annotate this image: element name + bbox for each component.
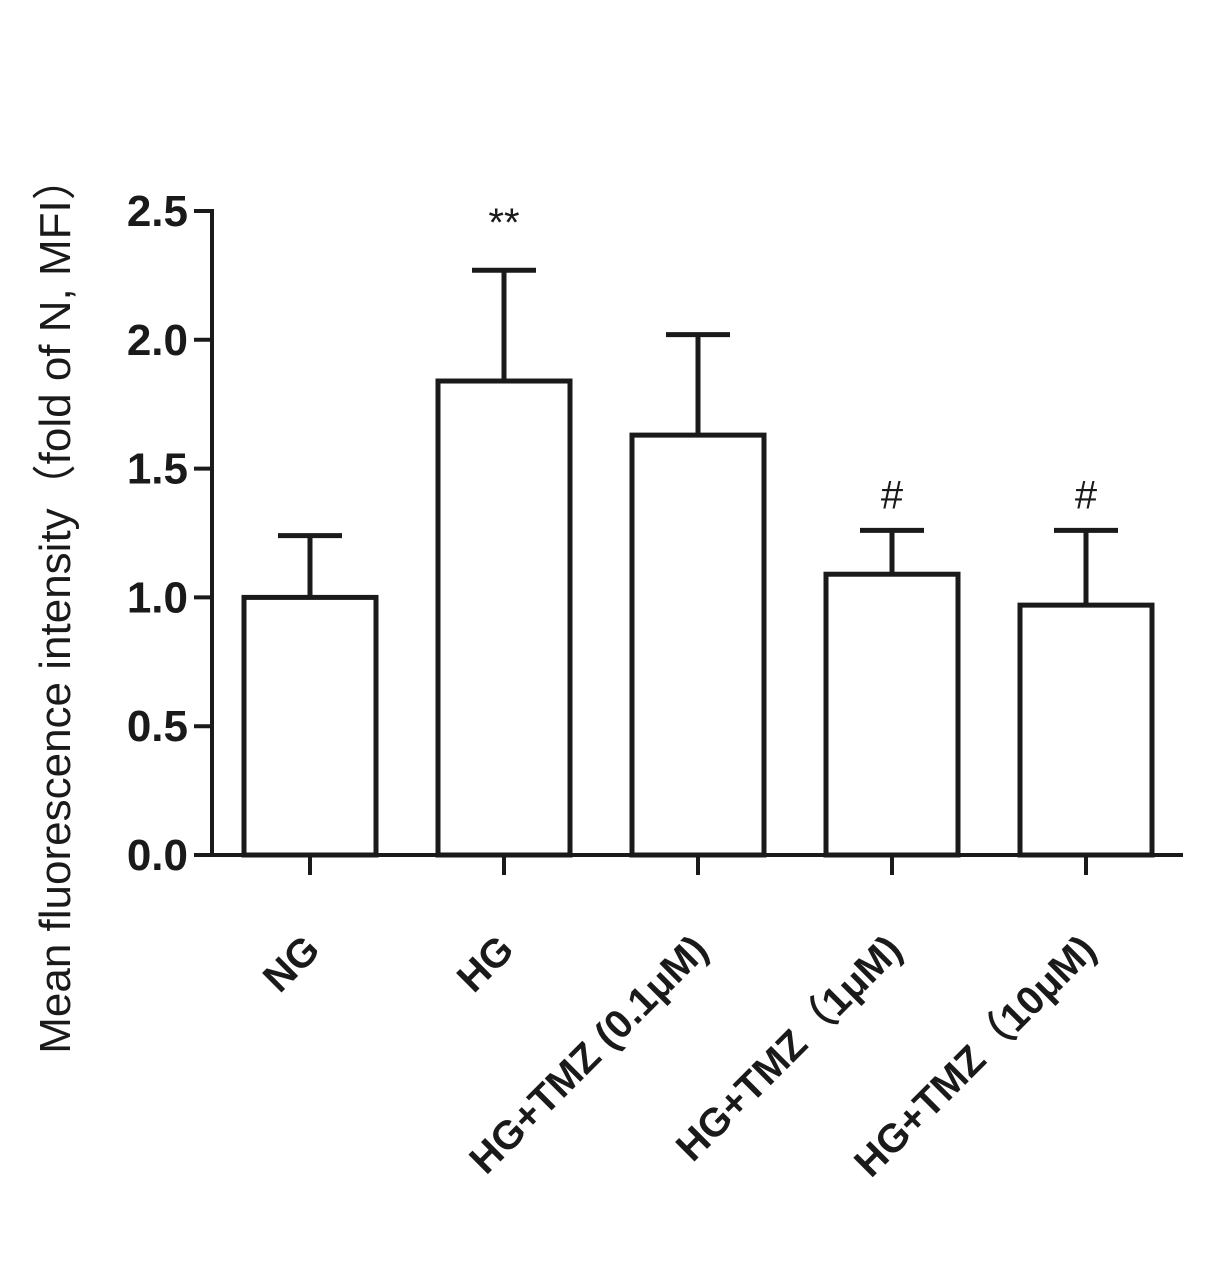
x-tick-label-1: NG xyxy=(255,927,329,1001)
bar-2 xyxy=(435,378,573,858)
y-tick-label-6: 2.5 xyxy=(127,187,188,236)
y-tick-label-2: 0.5 xyxy=(127,702,188,751)
bar-3 xyxy=(629,432,767,858)
bar-1 xyxy=(241,594,379,858)
y-tick-label-4: 1.5 xyxy=(127,445,188,494)
significance-label-2: ** xyxy=(488,201,519,245)
significance-label-5: # xyxy=(1075,473,1098,517)
bars-layer xyxy=(241,378,1155,858)
bar-5 xyxy=(1017,602,1155,858)
y-tick-label-3: 1.0 xyxy=(127,573,188,622)
y-tick-label-1: 0.0 xyxy=(127,831,188,880)
x-tick-label-2: HG xyxy=(449,927,523,1001)
significance-label-4: # xyxy=(881,473,904,517)
y-axis-label: Mean fluorescence intensity（fold of N, M… xyxy=(31,156,80,1053)
error-bars-layer xyxy=(278,267,1118,606)
y-tick-label-5: 2.0 xyxy=(127,316,188,365)
bar-4 xyxy=(823,571,961,858)
axes-layer xyxy=(194,209,1183,875)
